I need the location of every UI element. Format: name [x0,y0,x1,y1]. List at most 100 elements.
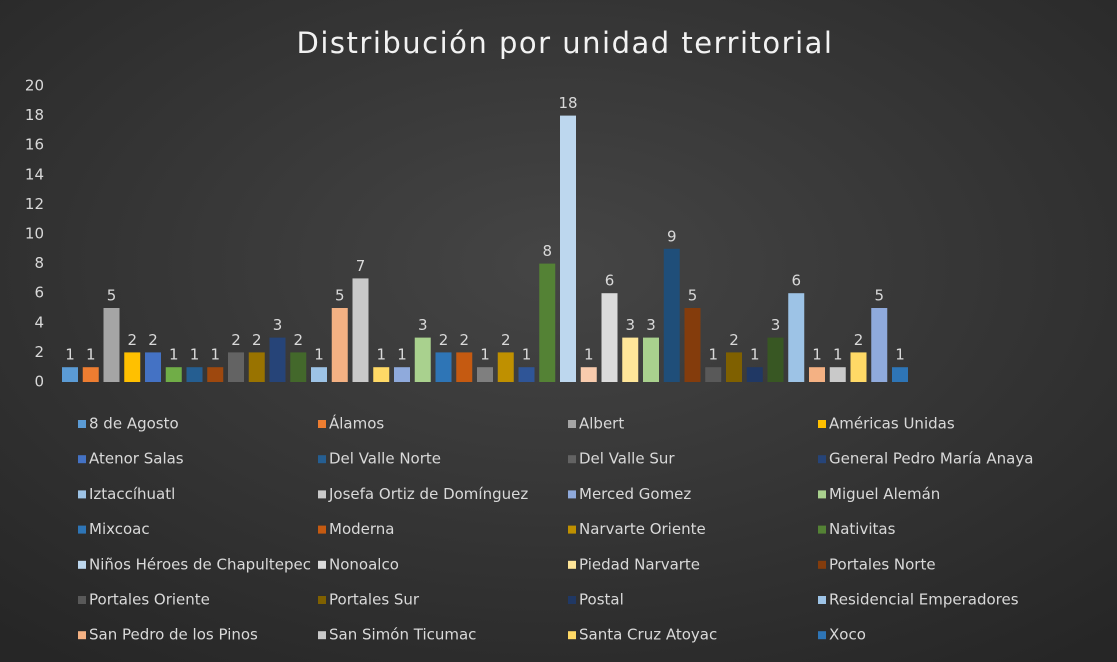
bar [62,367,78,382]
bar [767,337,784,382]
legend-label: Xoco [829,626,866,644]
legend-label: Portales Sur [329,591,420,609]
bar [829,367,846,382]
bar [373,367,390,382]
value-label: 2 [459,331,469,349]
value-label: 1 [397,346,407,364]
legend-label: Portales Oriente [89,591,210,609]
value-label: 3 [771,316,781,334]
value-label: 2 [439,331,449,349]
y-tick-label: 0 [34,373,44,391]
y-tick-label: 12 [25,195,44,213]
bar [352,278,369,382]
legend-swatch [568,490,576,499]
legend-label: Narvarte Oriente [579,520,706,538]
legend-swatch [78,420,86,428]
value-label: 6 [605,272,615,290]
value-label: 2 [501,331,511,349]
value-label: 8 [542,242,552,260]
y-tick-label: 18 [25,106,44,124]
legend-swatch [568,525,576,534]
bar [518,367,535,382]
value-label: 7 [356,257,366,275]
legend-label: Américas Unidas [829,415,955,433]
legend-label: Atenor Salas [89,450,184,468]
legend-swatch [78,560,86,569]
value-label: 3 [418,316,428,334]
legend-label: General Pedro María Anaya [829,450,1033,468]
bar [539,263,556,382]
value-label: 18 [558,94,577,112]
bar [103,308,120,382]
legend-label: Niños Héroes de Chapultepec [89,555,311,573]
bar [207,367,224,382]
bar [186,367,203,382]
legend-swatch [318,490,326,499]
value-label: 1 [584,346,594,364]
legend-swatch [318,560,326,569]
value-label: 2 [729,331,739,349]
legend-swatch [318,631,326,640]
bar [124,352,141,382]
legend-swatch [318,420,326,428]
value-label: 2 [854,331,864,349]
bar [622,337,639,382]
value-label: 3 [273,316,283,334]
bar [788,293,805,382]
legend-label: Albert [579,415,624,433]
value-label: 1 [708,346,718,364]
value-label: 1 [895,346,905,364]
value-label: 1 [750,346,760,364]
legend-swatch [318,525,326,534]
legend-label: Álamos [329,414,384,433]
legend-label: 8 de Agosto [89,415,179,433]
bar [726,352,742,382]
bar [394,367,410,382]
legend-label: Piedad Narvarte [579,555,700,573]
bar [746,367,763,382]
legend-label: San Pedro de los Pinos [89,626,258,644]
value-label: 9 [667,227,677,245]
bar [435,352,452,382]
legend-label: Moderna [329,520,394,538]
value-label: 5 [107,287,117,305]
bar [269,337,286,382]
bar [580,367,597,382]
legend-label: Postal [579,591,624,609]
bar [497,352,514,382]
legend-label: Residencial Emperadores [829,591,1019,609]
legend-swatch [568,420,576,428]
value-label: 2 [127,331,137,349]
legend-label: San Simón Ticumac [329,626,476,644]
bar [456,352,473,382]
y-tick-label: 14 [25,165,44,183]
legend-swatch [818,455,826,464]
legend-swatch [568,631,576,640]
bar [601,293,618,382]
value-label: 1 [522,346,532,364]
y-tick-label: 10 [25,225,44,243]
bar [892,367,908,382]
legend-swatch [78,490,86,499]
bar [145,352,161,382]
value-label: 3 [646,316,656,334]
value-label: 5 [335,287,345,305]
y-tick-label: 6 [34,284,44,302]
y-tick-label: 20 [25,77,44,95]
legend-label: Nonoalco [329,555,399,573]
value-label: 1 [86,346,96,364]
bar [643,337,659,382]
legend-label: Miguel Alemán [829,485,940,503]
value-label: 1 [833,346,843,364]
legend-label: Santa Cruz Atoyac [579,626,717,644]
bar [850,352,867,382]
value-label: 6 [791,272,801,290]
bar [165,367,182,382]
legend-swatch [568,596,576,604]
legend-swatch [318,455,326,464]
bar [684,308,701,382]
legend-swatch [318,596,326,604]
legend-label: Josefa Ortiz de Domínguez [328,485,528,503]
